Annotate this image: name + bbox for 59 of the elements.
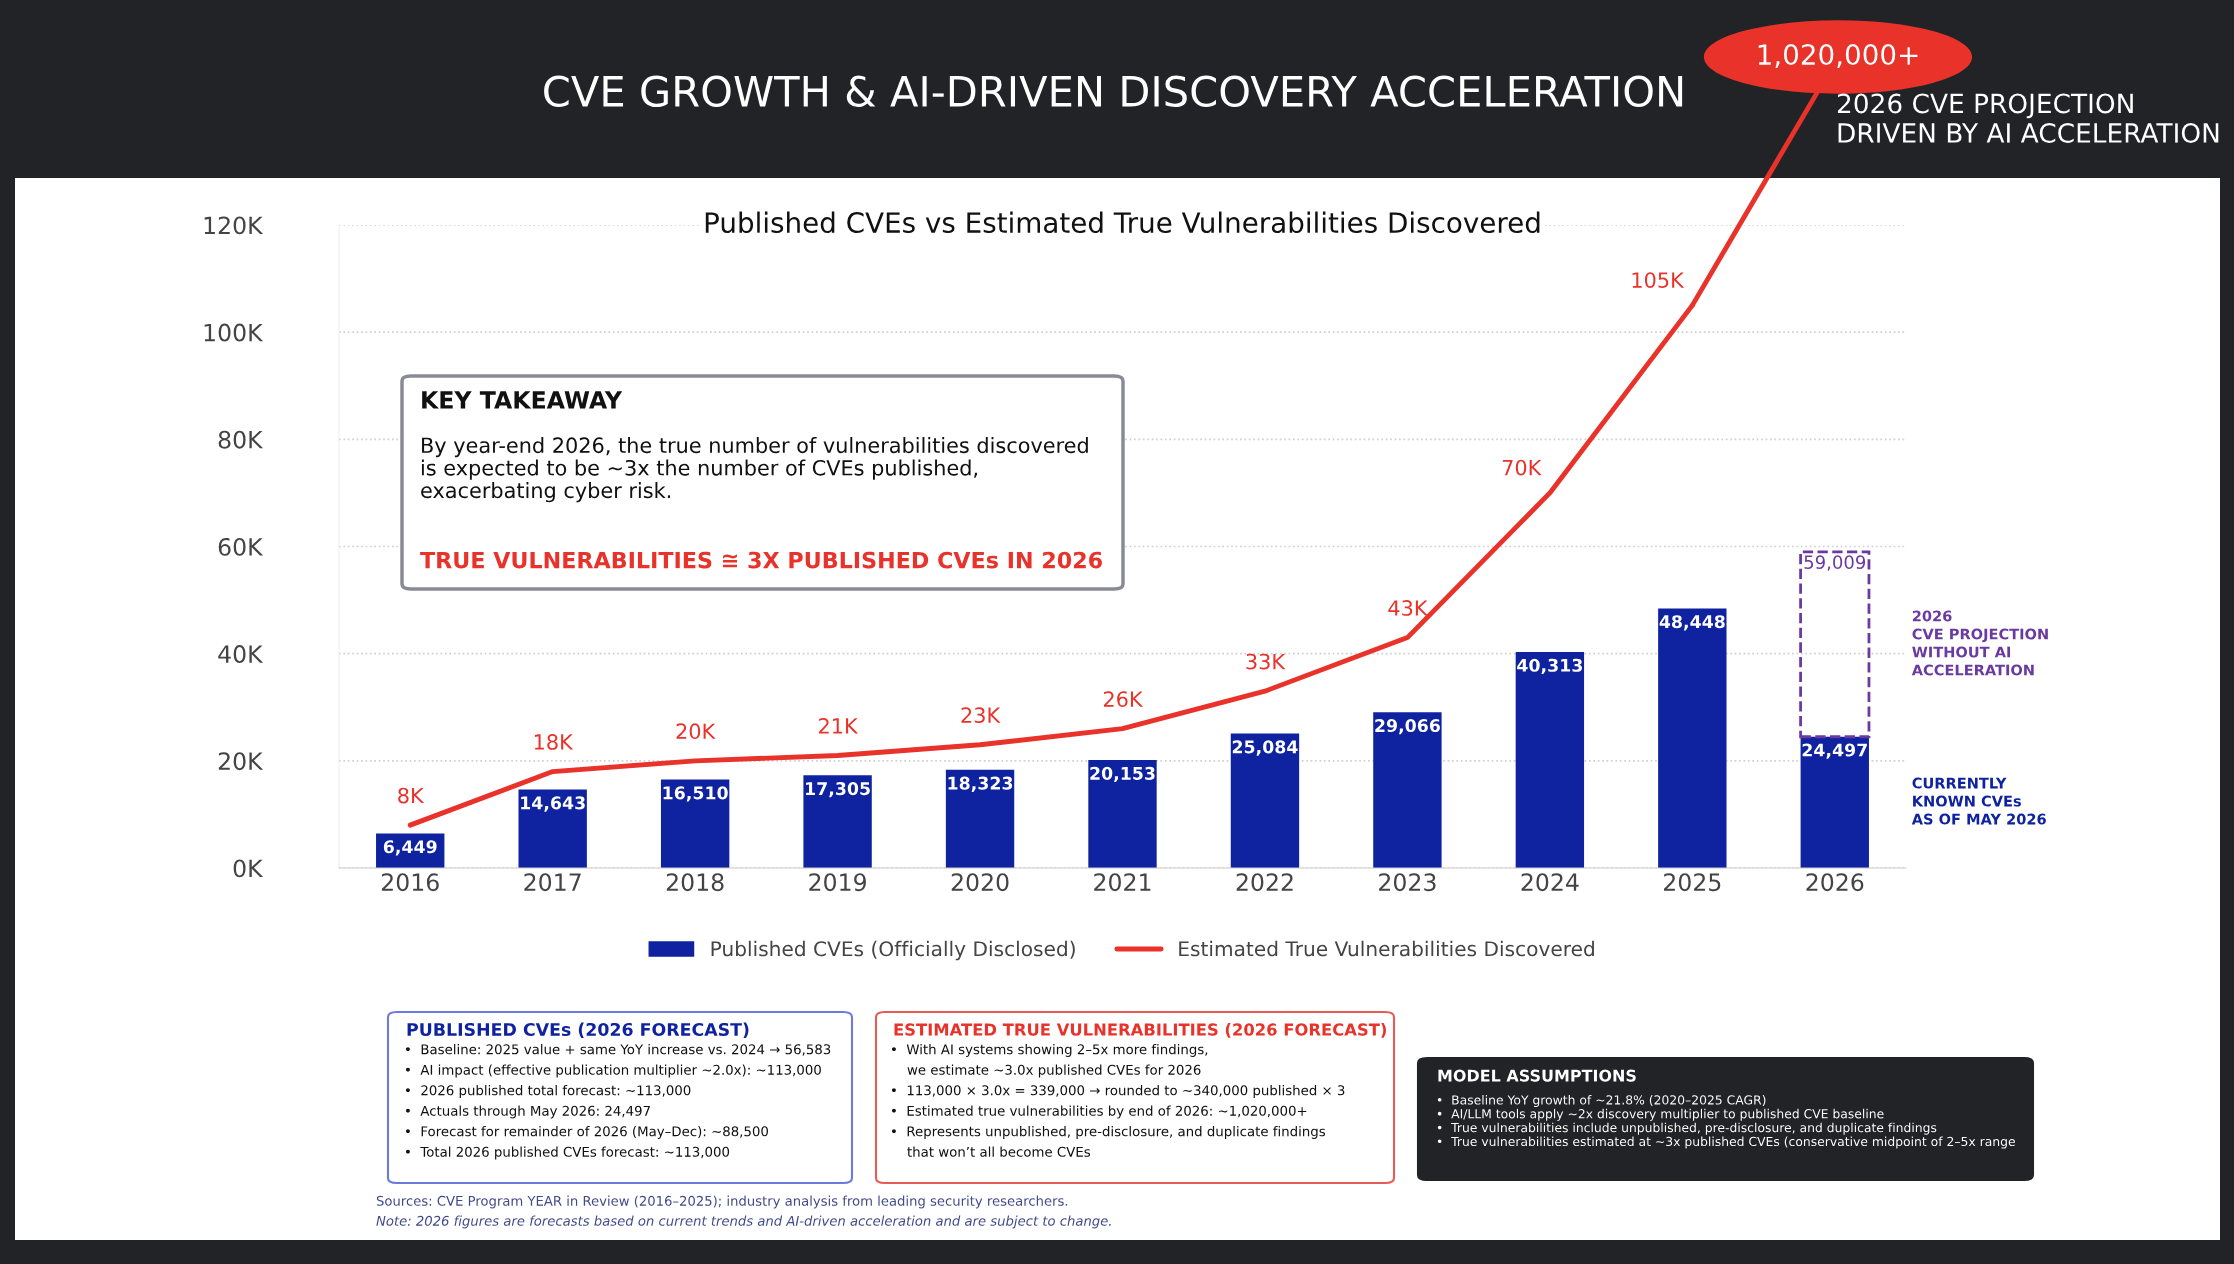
data-label: 43K — [1388, 600, 1428, 616]
x-tick-label: 2017 — [524, 873, 581, 892]
legend-label: Published CVEs (Officially Disclosed) — [711, 940, 1075, 961]
y-tick-label: 100K — [204, 323, 264, 342]
annotation: 1,020,000+ — [1758, 44, 1918, 68]
text: • Baseline YoY growth of ~21.8% (2020–2025 CAGR) • AI/LLM tools apply ~2x discovery multiplier to published CVE baseline • True vulnerabilities include unpublished, pre-disclosure, and duplicate findings • True vulnerabilities estimated at ~3x published CVEs (conservative midpoint of 2–5x range — [1437, 1095, 2015, 1149]
data-label: 48,448 — [1659, 615, 1725, 631]
y-tick-label: 80K — [218, 430, 264, 449]
data-label: 6,449 — [383, 840, 437, 856]
annotation: By year-end 2026, the true number of vulnerabilities discovered is expected to be ~3x the number of CVEs published, exacerbating cyber risk. — [421, 437, 1088, 503]
total-label: 59,009 — [1804, 555, 1866, 571]
y-tick-label: 120K — [204, 216, 264, 235]
text: • With AI systems showing 2–5x more findings, we estimate ~3.0x published CVEs for 2026 • 113,000 × 3.0x = 339,000 → rounded to ~340,000 published × 3 • Estimated true vulnerabilities by end of 2026: ~1,020,000+ • Represents unpublished, pre-disclosure, and duplicate findings that won’t all become CVEs — [892, 1044, 1345, 1157]
x-tick-label: 2016 — [381, 873, 439, 892]
data-label: 17,305 — [806, 782, 870, 798]
y-tick-label: 60K — [218, 537, 264, 556]
data-label: 20,153 — [1090, 766, 1155, 783]
chart-title: CVE GROWTH & AI-DRIVEN DISCOVERY ACCELERATION — [544, 75, 1683, 108]
text: CURRENTLY KNOWN CVEs AS OF MAY 2026 — [1911, 777, 2046, 825]
y-tick-label: 0K — [233, 859, 264, 878]
annotation: KEY TAKEAWAY — [422, 391, 623, 409]
x-tick-label: 2020 — [951, 873, 1009, 892]
x-tick-label: 2019 — [809, 873, 866, 892]
text: MODEL ASSUMPTIONS — [1438, 1069, 1636, 1082]
x-tick-label: 2024 — [1521, 873, 1579, 892]
data-label: 29,066 — [1375, 718, 1440, 735]
chart-subtitle: Published CVEs vs Estimated True Vulnerabilities Discovered — [705, 211, 1540, 234]
data-label: 16,510 — [663, 786, 728, 802]
data-label: 21K — [819, 718, 859, 734]
data-label: 25,084 — [1232, 740, 1298, 756]
data-label: 40,313 — [1517, 658, 1582, 675]
x-tick-label: 2021 — [1094, 873, 1151, 892]
data-label: 20K — [676, 723, 716, 740]
data-label: 23K — [961, 707, 1001, 724]
text: PUBLISHED CVEs (2026 FORECAST) — [407, 1022, 749, 1039]
legend-label: Estimated True Vulnerabilities Discovered — [1179, 940, 1594, 957]
data-label: 18K — [534, 734, 574, 750]
x-tick-label: 2018 — [666, 873, 724, 892]
text: 2026 CVE PROJECTION DRIVEN BY AI ACCELERATION — [1837, 93, 2219, 143]
data-label: 33K — [1246, 653, 1286, 670]
x-tick-label: 2026 — [1806, 873, 1864, 892]
annotation: TRUE VULNERABILITIES ≅ 3X PUBLISHED CVEs IN 2026 — [420, 551, 1102, 569]
text: Note: 2026 figures are forecasts based on current trends and AI-driven acceleration and are subject to change. — [376, 1215, 1111, 1229]
source-note: Sources: CVE Program YEAR in Review (2016–2025); industry analysis from leading security researchers. — [376, 1195, 1068, 1209]
x-tick-label: 2025 — [1664, 873, 1721, 892]
data-label: 24,497 — [1802, 743, 1867, 759]
y-tick-label: 20K — [218, 752, 264, 771]
x-tick-label: 2022 — [1236, 873, 1293, 892]
x-tick-label: 2023 — [1379, 873, 1436, 892]
y-tick-label: 40K — [218, 645, 264, 663]
data-label: 26K — [1103, 691, 1144, 707]
text: ESTIMATED TRUE VULNERABILITIES (2026 FORECAST) — [894, 1023, 1386, 1038]
data-label: 70K — [1502, 459, 1542, 476]
data-label: 105K — [1632, 272, 1685, 288]
text: • Baseline: 2025 value + same YoY increase vs. 2024 → 56,583 • AI impact (effective publication multiplier ~2.0x): ~113,000 • 2026 published total forecast: ~113,000 • Actuals through May 2026: 24,497 • Forecast for remainder of 2026 (May–Dec): ~88,500 • Total 2026 published CVEs forecast: ~113,000 — [406, 1044, 831, 1160]
data-label: 18,323 — [948, 776, 1013, 792]
data-label: 8K — [398, 787, 425, 804]
text: 2026 CVE PROJECTION WITHOUT AI ACCELERATION — [1911, 610, 2048, 676]
data-label: 14,643 — [521, 796, 585, 812]
